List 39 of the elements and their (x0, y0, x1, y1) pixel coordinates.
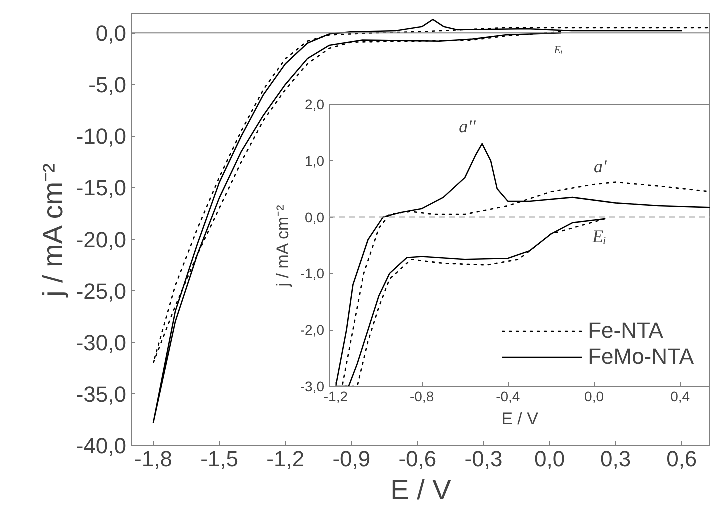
x-axis-title: E / V (502, 410, 540, 428)
y-tick-label: -10,0 (76, 124, 127, 150)
y-tick-label: -20,0 (76, 227, 127, 252)
x-tick-label: -1,5 (200, 446, 239, 472)
y-tick-label: 0,0 (96, 21, 127, 46)
y-tick-label: 2,0 (305, 96, 325, 112)
x-tick-label: -0,3 (464, 446, 503, 472)
legend-label: FeMo-NTA (588, 344, 694, 370)
y-tick-label: -5,0 (88, 72, 127, 98)
x-axis-title: E / V (390, 474, 452, 506)
annotation: a′ (594, 156, 608, 176)
y-tick-label: -40,0 (76, 434, 127, 458)
x-tick-label: -0,9 (332, 446, 371, 472)
x-tick-label: 0,3 (600, 446, 632, 472)
x-tick-label: 0,0 (534, 446, 566, 472)
y-tick-label: -3,0 (300, 378, 325, 394)
x-tick-label: -1,2 (324, 388, 348, 404)
annotation: Eᵢ (592, 226, 607, 246)
y-tick-label: -1,0 (300, 266, 325, 282)
y-tick-label: -15,0 (76, 176, 127, 201)
x-tick-label: -1,8 (134, 446, 172, 472)
annotation: a′′ (459, 116, 477, 136)
y-tick-label: -30,0 (76, 330, 127, 356)
x-tick-label: 0,6 (666, 446, 698, 472)
y-tick-label: 0,0 (305, 209, 325, 226)
y-tick-label: -35,0 (76, 382, 127, 407)
x-tick-label: -0,8 (410, 388, 434, 404)
x-tick-label: -0,6 (398, 446, 437, 472)
x-tick-label: 0,0 (584, 388, 604, 404)
y-axis-title: j / mA cm⁻² (37, 164, 68, 298)
y-tick-label: -25,0 (76, 278, 127, 304)
legend-label: Fe-NTA (588, 318, 664, 344)
annotation: Eᵢ (553, 44, 563, 56)
y-tick-label: 1,0 (305, 152, 325, 169)
y-axis-title: j / mA cm⁻² (273, 204, 292, 288)
x-tick-label: -1,2 (266, 446, 305, 472)
x-tick-label: -0,4 (496, 388, 520, 404)
y-tick-label: -2,0 (300, 322, 325, 338)
x-tick-label: 0,4 (670, 388, 690, 404)
